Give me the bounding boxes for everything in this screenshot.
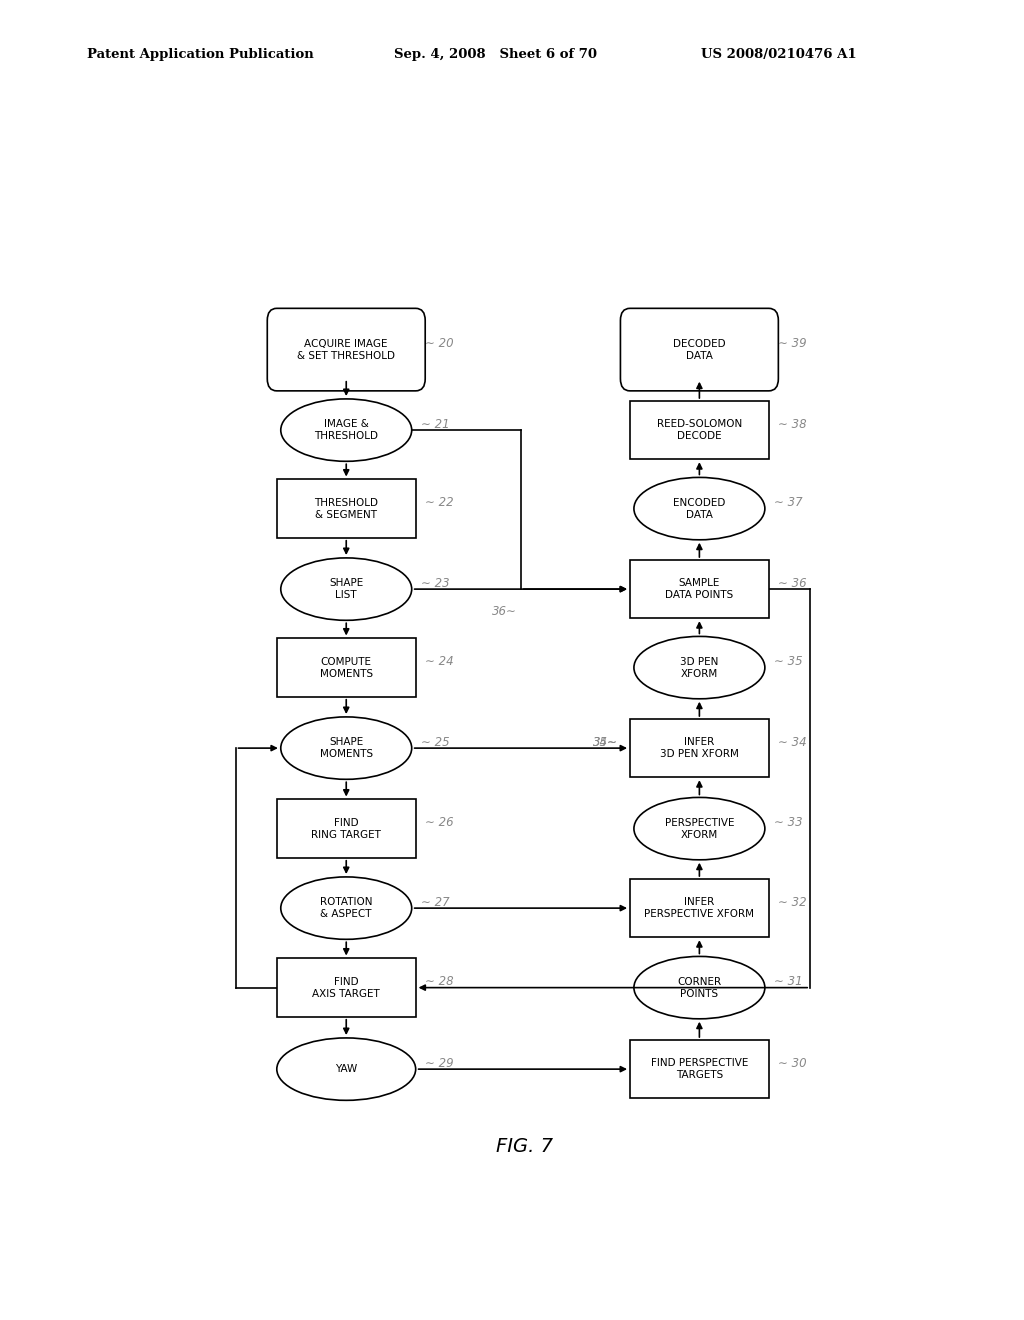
Text: ∼ 21: ∼ 21 xyxy=(421,417,450,430)
Text: ∼ 38: ∼ 38 xyxy=(778,417,807,430)
Text: THRESHOLD
& SEGMENT: THRESHOLD & SEGMENT xyxy=(314,498,378,520)
FancyBboxPatch shape xyxy=(630,560,769,618)
Text: FIND
AXIS TARGET: FIND AXIS TARGET xyxy=(312,977,380,999)
Text: SAMPLE
DATA POINTS: SAMPLE DATA POINTS xyxy=(666,578,733,601)
Text: FIND PERSPECTIVE
TARGETS: FIND PERSPECTIVE TARGETS xyxy=(650,1059,749,1080)
Text: ∼ 28: ∼ 28 xyxy=(425,975,454,989)
Text: FIND
RING TARGET: FIND RING TARGET xyxy=(311,817,381,840)
Text: US 2008/0210476 A1: US 2008/0210476 A1 xyxy=(701,48,857,61)
Text: CORNER
POINTS: CORNER POINTS xyxy=(677,977,722,999)
Text: SHAPE
MOMENTS: SHAPE MOMENTS xyxy=(319,737,373,759)
Text: ∼ 22: ∼ 22 xyxy=(425,496,454,510)
Text: ∼ 32: ∼ 32 xyxy=(778,895,807,908)
Text: Sep. 4, 2008   Sheet 6 of 70: Sep. 4, 2008 Sheet 6 of 70 xyxy=(394,48,597,61)
FancyBboxPatch shape xyxy=(630,879,769,937)
FancyBboxPatch shape xyxy=(621,309,778,391)
Text: ENCODED
DATA: ENCODED DATA xyxy=(673,498,726,520)
Text: 35∼: 35∼ xyxy=(593,735,618,748)
Ellipse shape xyxy=(281,876,412,940)
Text: PERSPECTIVE
XFORM: PERSPECTIVE XFORM xyxy=(665,817,734,840)
FancyBboxPatch shape xyxy=(276,479,416,537)
Text: IMAGE &
THRESHOLD: IMAGE & THRESHOLD xyxy=(314,420,378,441)
Text: SHAPE
LIST: SHAPE LIST xyxy=(329,578,364,601)
Text: ∼ 23: ∼ 23 xyxy=(421,577,450,590)
Text: ∼ 20: ∼ 20 xyxy=(425,337,454,350)
Text: ∼ 29: ∼ 29 xyxy=(425,1056,454,1069)
Text: ROTATION
& ASPECT: ROTATION & ASPECT xyxy=(319,898,373,919)
Text: 3D PEN
XFORM: 3D PEN XFORM xyxy=(680,656,719,678)
Text: INFER
3D PEN XFORM: INFER 3D PEN XFORM xyxy=(659,737,739,759)
Ellipse shape xyxy=(634,797,765,859)
Ellipse shape xyxy=(281,399,412,461)
Ellipse shape xyxy=(281,558,412,620)
Ellipse shape xyxy=(281,717,412,779)
Text: Patent Application Publication: Patent Application Publication xyxy=(87,48,313,61)
Ellipse shape xyxy=(634,478,765,540)
FancyBboxPatch shape xyxy=(276,639,416,697)
FancyBboxPatch shape xyxy=(276,958,416,1016)
Text: DECODED
DATA: DECODED DATA xyxy=(673,339,726,360)
Text: COMPUTE
MOMENTS: COMPUTE MOMENTS xyxy=(319,656,373,678)
Text: ACQUIRE IMAGE
& SET THRESHOLD: ACQUIRE IMAGE & SET THRESHOLD xyxy=(297,339,395,360)
FancyBboxPatch shape xyxy=(276,800,416,858)
Text: ∼ 30: ∼ 30 xyxy=(778,1056,807,1069)
FancyBboxPatch shape xyxy=(630,1040,769,1098)
Text: 36∼: 36∼ xyxy=(492,605,517,618)
Text: ∼ 33: ∼ 33 xyxy=(774,816,803,829)
Ellipse shape xyxy=(634,957,765,1019)
Ellipse shape xyxy=(276,1038,416,1101)
FancyBboxPatch shape xyxy=(630,401,769,459)
Text: INFER
PERSPECTIVE XFORM: INFER PERSPECTIVE XFORM xyxy=(644,898,755,919)
Text: ∼ 36: ∼ 36 xyxy=(778,577,807,590)
Ellipse shape xyxy=(634,636,765,698)
Text: FIG. 7: FIG. 7 xyxy=(497,1137,553,1156)
Text: ∼ 31: ∼ 31 xyxy=(774,975,803,989)
Text: ∼ 35: ∼ 35 xyxy=(774,655,803,668)
Text: ∼ 34: ∼ 34 xyxy=(778,735,807,748)
Text: ∼ 24: ∼ 24 xyxy=(425,655,454,668)
Text: ∼ 26: ∼ 26 xyxy=(425,816,454,829)
Text: ∼ 27: ∼ 27 xyxy=(421,895,450,908)
Text: YAW: YAW xyxy=(335,1064,357,1074)
FancyBboxPatch shape xyxy=(630,719,769,777)
Text: ∼ 39: ∼ 39 xyxy=(778,337,807,350)
Text: ∼ 37: ∼ 37 xyxy=(774,496,803,510)
Text: 34∼: 34∼ xyxy=(593,735,618,748)
Text: ∼ 25: ∼ 25 xyxy=(421,735,450,748)
FancyBboxPatch shape xyxy=(267,309,425,391)
Text: REED-SOLOMON
DECODE: REED-SOLOMON DECODE xyxy=(656,420,742,441)
